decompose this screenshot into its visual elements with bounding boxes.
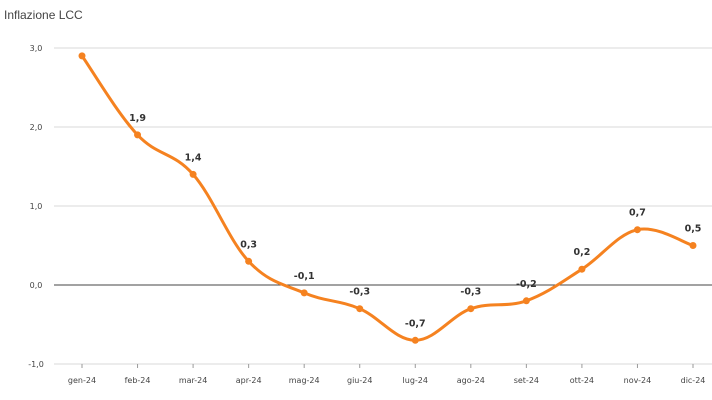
x-tick-label: nov-24 — [624, 376, 652, 385]
data-point — [467, 305, 475, 313]
chart-title: Inflazione LCC — [4, 8, 83, 22]
data-label: -0,7 — [405, 318, 426, 329]
data-point — [522, 297, 530, 305]
y-tick-label: 3,0 — [30, 44, 43, 53]
data-label: -0,2 — [516, 279, 537, 290]
data-label: 0,7 — [629, 208, 646, 219]
data-point — [411, 336, 419, 344]
y-tick-label: 0,0 — [30, 281, 43, 290]
x-tick-label: set-24 — [514, 376, 539, 385]
x-tick-label: feb-24 — [125, 376, 151, 385]
x-tick-label: mag-24 — [289, 376, 320, 385]
data-label: -0,1 — [294, 271, 315, 282]
data-point — [78, 52, 86, 60]
y-tick-label: -1,0 — [28, 360, 44, 369]
data-point — [245, 257, 253, 265]
x-tick-label: mar-24 — [179, 376, 208, 385]
data-label: -0,3 — [460, 287, 481, 298]
data-label: 1,4 — [185, 152, 202, 163]
x-tick-label: apr-24 — [236, 376, 262, 385]
data-point — [300, 289, 308, 297]
x-tick-label: ott-24 — [570, 376, 594, 385]
x-tick-label: ago-24 — [457, 376, 485, 385]
x-tick-label: giu-24 — [347, 376, 372, 385]
data-label: 0,3 — [240, 239, 257, 250]
x-tick-label: lug-24 — [403, 376, 428, 385]
data-label: 0,2 — [573, 247, 590, 258]
data-point — [578, 265, 586, 273]
data-label: -0,3 — [349, 287, 370, 298]
data-point — [134, 131, 142, 139]
x-tick-label: dic-24 — [681, 376, 706, 385]
data-point — [189, 170, 197, 178]
y-tick-label: 2,0 — [30, 123, 43, 132]
data-point — [633, 226, 641, 234]
x-tick-label: gen-24 — [68, 376, 96, 385]
series-line — [80, 54, 695, 342]
data-point — [689, 242, 697, 249]
y-tick-label: 1,0 — [30, 202, 43, 211]
data-label: 0,5 — [685, 224, 702, 235]
data-label: 1,9 — [129, 113, 146, 124]
data-point — [356, 305, 364, 313]
